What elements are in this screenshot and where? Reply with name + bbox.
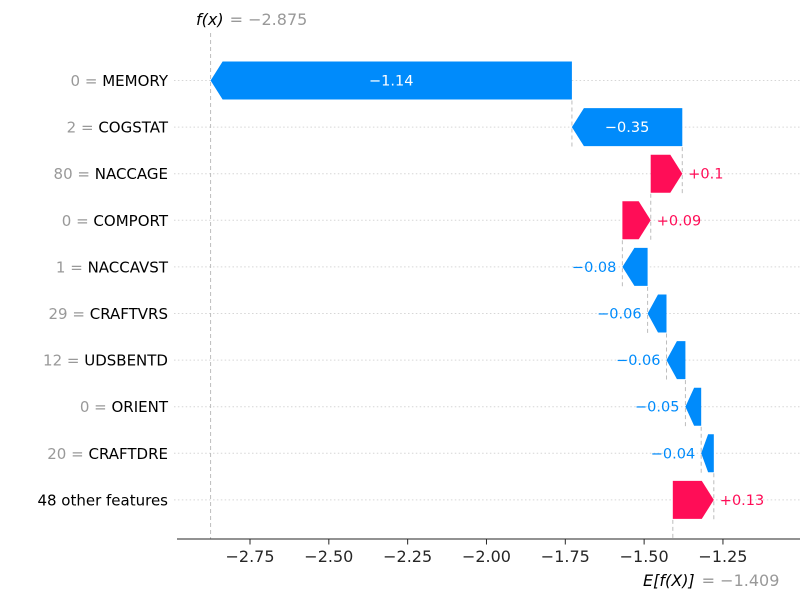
feature-label: 0 = MEMORY xyxy=(71,72,169,90)
bar-value-label: +0.1 xyxy=(688,167,723,183)
bar-value-label: −0.06 xyxy=(597,307,641,323)
feature-label: 0 = ORIENT xyxy=(80,398,169,416)
feature-label: 29 = CRAFTVRS xyxy=(49,305,168,323)
x-tick-label: −2.50 xyxy=(304,547,353,566)
shap-bar-naccage xyxy=(650,154,683,193)
x-tick-label: −2.75 xyxy=(225,547,274,566)
shap-bar-cogstat xyxy=(571,108,683,147)
bar-value-label: −0.35 xyxy=(605,120,649,136)
shap-bar-memory xyxy=(210,61,572,100)
x-tick-label: −1.75 xyxy=(541,547,590,566)
expected-value-annotation: E[f(X)] = −1.409 xyxy=(643,571,779,590)
bar-value-label: +0.09 xyxy=(657,213,701,229)
bar-value-label: −0.05 xyxy=(635,400,679,416)
bar-value-label: −0.08 xyxy=(572,260,616,276)
feature-label: 20 = CRAFTDRE xyxy=(47,445,168,463)
shap-bar-udsbentd xyxy=(666,341,686,380)
shap-bar-craftdre xyxy=(701,434,714,473)
fx-annotation: f(x) = −2.875 xyxy=(196,10,307,29)
feature-label: 2 = COGSTAT xyxy=(67,119,169,137)
shap-bar-orient xyxy=(685,387,702,426)
x-tick-label: −2.00 xyxy=(462,547,511,566)
bar-value-label: −0.06 xyxy=(616,353,660,369)
bar-value-label: −0.04 xyxy=(651,446,695,462)
feature-label: 1 = NACCAVST xyxy=(56,258,169,276)
x-tick-label: −2.25 xyxy=(383,547,432,566)
shap-bar-craftvrs xyxy=(647,294,667,333)
feature-label: 48 other features xyxy=(37,491,168,509)
x-tick-label: −1.50 xyxy=(620,547,669,566)
feature-label: 0 = COMPORT xyxy=(62,212,169,230)
shap-bar-48-other-features xyxy=(672,480,714,519)
shap-bar-comport xyxy=(622,201,651,240)
x-tick-label: −1.25 xyxy=(698,547,747,566)
feature-label: 12 = UDSBENTD xyxy=(43,352,168,370)
feature-label: 80 = NACCAGE xyxy=(54,165,168,183)
bar-value-label: +0.13 xyxy=(720,493,764,509)
shap-bar-naccavst xyxy=(622,247,648,286)
bar-value-label: −1.14 xyxy=(369,74,413,90)
